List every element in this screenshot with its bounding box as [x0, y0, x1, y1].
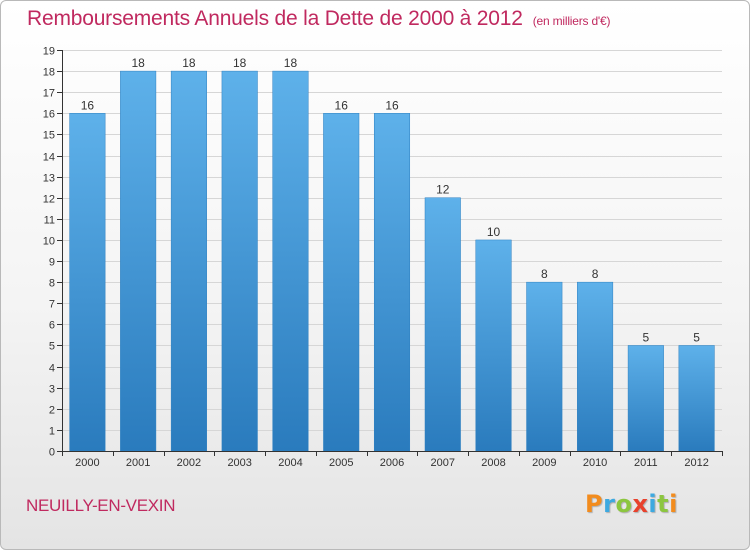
data-label-2002: 18: [182, 56, 196, 70]
data-label-2004: 18: [284, 56, 298, 70]
logo-letter-0: P: [585, 490, 604, 518]
y-tick-label: 8: [49, 278, 55, 290]
y-tick-label: 18: [43, 67, 55, 79]
logo-letter-2: o: [615, 490, 633, 518]
data-label-2011: 5: [643, 330, 650, 344]
y-tick-label: 14: [43, 152, 55, 164]
x-tick-label-2009: 2009: [532, 457, 556, 469]
data-label-2007: 12: [436, 183, 450, 197]
bars: 16 18 18 18 18 16 16 12 10 8 8 5 5: [69, 56, 715, 452]
bar-2006: [373, 113, 411, 452]
x-tick-label-2010: 2010: [583, 457, 607, 469]
data-label-2008: 10: [487, 225, 501, 239]
data-label-2005: 16: [335, 98, 349, 112]
y-tick-label: 15: [43, 130, 55, 142]
bar-2007: [424, 197, 461, 452]
x-axis: 2000 2001 2002 2003 2004 2005 2006 2007 2008 2009…: [62, 451, 723, 469]
bar-2002: [170, 70, 207, 452]
y-tick-label: 1: [49, 426, 55, 438]
bar-2008: [475, 239, 512, 452]
x-tick-label-2005: 2005: [329, 457, 353, 469]
logo-letter-5: t: [657, 490, 670, 518]
x-tick-label-2000: 2000: [75, 457, 99, 469]
y-tick-label: 11: [44, 215, 55, 227]
bar-2011: [627, 345, 664, 452]
x-tick-label-2012: 2012: [684, 457, 708, 469]
y-tick-label: 9: [49, 257, 55, 269]
bar-2000: [69, 113, 106, 452]
y-tick-label: 0: [49, 447, 55, 459]
chart-subtitle: (en milliers d'€): [532, 14, 611, 28]
x-tick-label-2007: 2007: [431, 457, 455, 469]
data-label-2006: 16: [385, 98, 399, 112]
bar-2012: [678, 345, 715, 452]
y-tick-label: 12: [43, 194, 55, 206]
y-tick-label: 2: [49, 405, 55, 417]
y-tick-label: 19: [43, 46, 55, 58]
y-tick-label: 3: [49, 384, 55, 396]
x-tick-label-2008: 2008: [481, 457, 505, 469]
data-label-2009: 8: [541, 267, 548, 281]
bar-2003: [221, 70, 258, 452]
proxiti-logo: Proxiti: [585, 490, 678, 518]
data-label-2003: 18: [233, 56, 247, 70]
bar-2001: [120, 70, 157, 452]
logo-letter-6: i: [669, 490, 678, 518]
chart-title: Remboursements Annuels de la Dette de 20…: [27, 7, 610, 31]
logo-letter-4: i: [648, 490, 658, 518]
data-label-2010: 8: [592, 267, 599, 281]
x-tick-label-2004: 2004: [278, 457, 302, 469]
y-tick-label: 4: [49, 363, 55, 375]
y-tick-label: 7: [49, 299, 55, 311]
y-tick-label: 17: [43, 88, 55, 100]
x-tick-label-2001: 2001: [126, 457, 150, 469]
y-tick-label: 10: [43, 236, 55, 248]
x-tick-label-2006: 2006: [380, 457, 404, 469]
bar-2005: [323, 113, 360, 452]
bar-2010: [577, 281, 614, 452]
y-tick-label: 16: [43, 109, 55, 121]
chart-title-text: Remboursements Annuels de la Dette de 20…: [27, 7, 523, 30]
bar-2004: [272, 70, 309, 452]
y-tick-label: 13: [43, 173, 55, 185]
x-tick-label-2003: 2003: [227, 457, 251, 469]
data-label-2012: 5: [693, 330, 700, 344]
y-tick-label: 6: [49, 320, 55, 332]
y-tick-label: 5: [49, 341, 55, 353]
data-label-2000: 16: [81, 98, 95, 112]
data-label-2001: 18: [131, 56, 145, 70]
logo-letter-1: r: [603, 490, 616, 518]
x-tick-label-2011: 2011: [634, 457, 658, 469]
commune-name: NEUILLY-EN-VEXIN: [26, 496, 176, 515]
logo-letter-3: x: [632, 490, 649, 518]
x-tick-label-2002: 2002: [177, 457, 201, 469]
bar-2009: [526, 281, 563, 452]
